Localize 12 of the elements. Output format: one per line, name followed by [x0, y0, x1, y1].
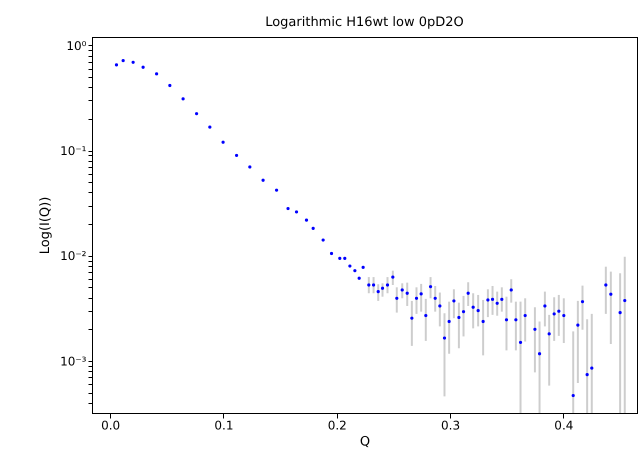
y-tick-label: 10⁻¹ [60, 144, 87, 158]
y-axis-title: Log(I(Q)) [38, 196, 54, 254]
y-tick-label: 10⁻³ [60, 354, 87, 368]
y-tick-label: 10⁻² [60, 249, 87, 264]
x-axis-title: Q [360, 434, 370, 450]
x-tick-label: 0.4 [554, 418, 574, 432]
x-tick-label: 0.3 [441, 418, 460, 432]
chart-title: Logarithmic H16wt low 0pD2O [265, 15, 464, 30]
x-tick-label: 0.2 [328, 418, 347, 432]
y-tick-label: 10⁰ [66, 38, 87, 53]
x-tick-label: 0.1 [214, 418, 234, 432]
x-tick-label: 0.0 [101, 418, 120, 432]
